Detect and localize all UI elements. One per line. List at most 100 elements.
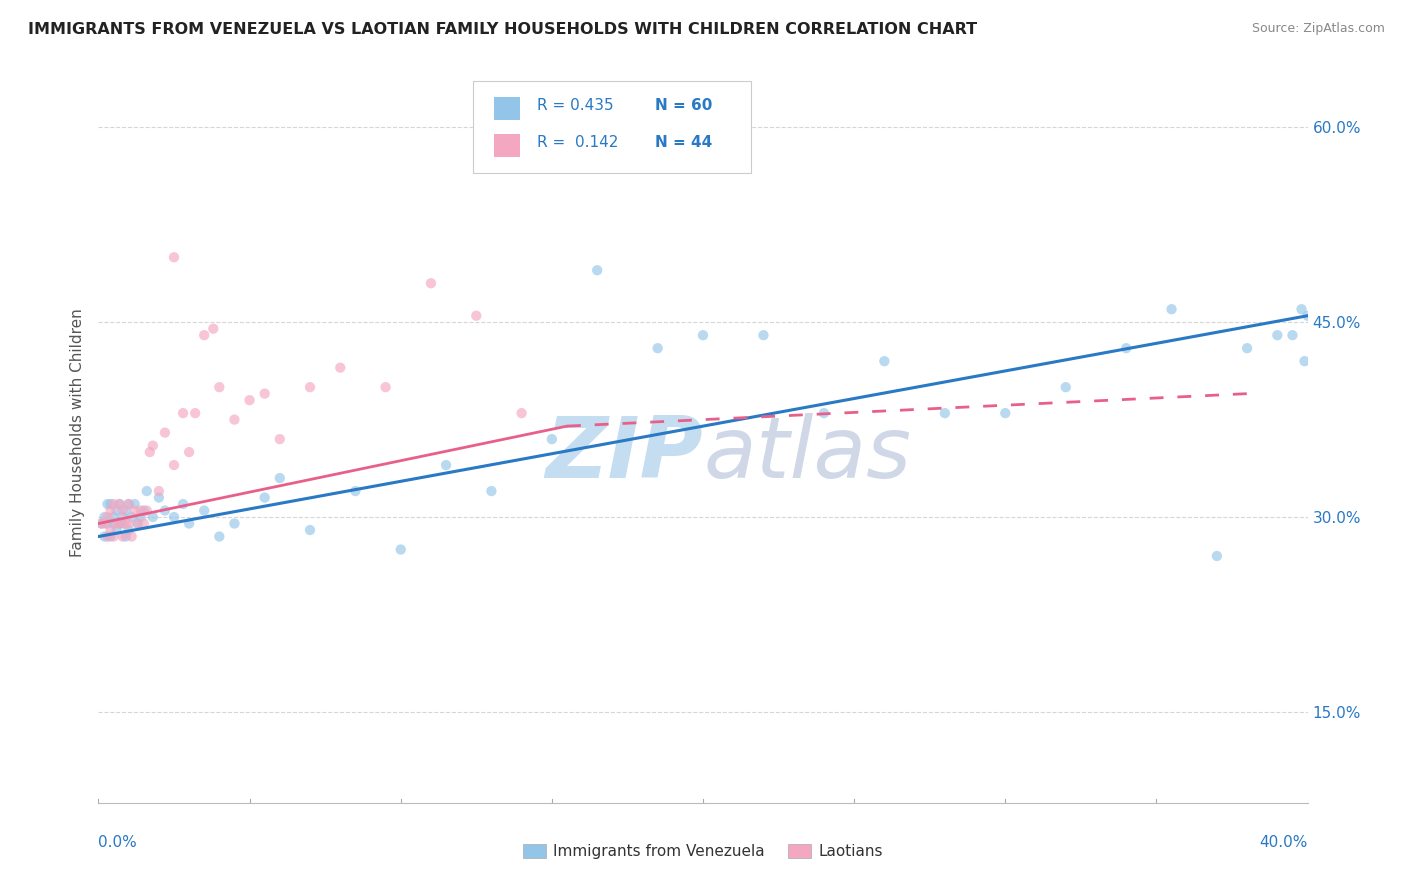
- Point: [111, 516, 134, 531]
- Point: [132, 503, 155, 517]
- Point: [100, 523, 122, 537]
- Point: [179, 516, 201, 531]
- Point: [873, 354, 896, 368]
- Point: [129, 503, 152, 517]
- Point: [163, 510, 186, 524]
- Point: [1054, 380, 1077, 394]
- Point: [90, 516, 112, 531]
- Text: N = 44: N = 44: [655, 135, 711, 150]
- Point: [692, 328, 714, 343]
- Point: [135, 484, 157, 499]
- Point: [139, 445, 162, 459]
- Point: [299, 380, 322, 394]
- Point: [114, 516, 136, 531]
- Point: [813, 406, 835, 420]
- Point: [179, 445, 201, 459]
- Point: [1296, 309, 1319, 323]
- Point: [124, 503, 146, 517]
- Point: [121, 529, 143, 543]
- Point: [253, 386, 276, 401]
- Text: ZIP: ZIP: [546, 413, 703, 496]
- Point: [127, 516, 149, 531]
- Point: [124, 497, 146, 511]
- Point: [100, 497, 122, 511]
- Point: [118, 497, 141, 511]
- Point: [129, 510, 152, 524]
- Point: [420, 277, 443, 291]
- Point: [184, 406, 207, 420]
- Point: [253, 491, 276, 505]
- Point: [142, 439, 165, 453]
- Point: [96, 510, 118, 524]
- Point: [111, 503, 134, 517]
- Point: [434, 458, 457, 472]
- Point: [153, 503, 176, 517]
- Point: [108, 497, 131, 511]
- Point: [111, 510, 134, 524]
- Point: [118, 523, 141, 537]
- Point: [103, 529, 125, 543]
- Point: [135, 503, 157, 517]
- Point: [114, 503, 136, 517]
- Text: atlas: atlas: [703, 413, 911, 496]
- Point: [465, 309, 488, 323]
- Point: [172, 406, 194, 420]
- Point: [132, 516, 155, 531]
- Point: [90, 516, 112, 531]
- Point: [344, 484, 367, 499]
- Point: [96, 497, 118, 511]
- FancyBboxPatch shape: [474, 81, 751, 173]
- Point: [329, 360, 352, 375]
- Legend: Immigrants from Venezuela, Laotians: Immigrants from Venezuela, Laotians: [517, 838, 889, 865]
- Point: [586, 263, 609, 277]
- Point: [193, 503, 215, 517]
- Point: [1160, 302, 1182, 317]
- Point: [208, 529, 231, 543]
- Point: [163, 458, 186, 472]
- Point: [100, 529, 122, 543]
- Point: [163, 250, 186, 264]
- Point: [1291, 302, 1313, 317]
- Point: [108, 516, 131, 531]
- Text: R = 0.435: R = 0.435: [537, 98, 614, 113]
- Text: Source: ZipAtlas.com: Source: ZipAtlas.com: [1251, 22, 1385, 36]
- Point: [103, 510, 125, 524]
- Point: [224, 516, 246, 531]
- Point: [105, 523, 128, 537]
- Point: [118, 497, 141, 511]
- Text: 40.0%: 40.0%: [1260, 835, 1308, 850]
- Point: [148, 484, 170, 499]
- Point: [299, 523, 322, 537]
- Point: [148, 491, 170, 505]
- Text: N = 60: N = 60: [655, 98, 711, 113]
- Point: [96, 516, 118, 531]
- Point: [118, 516, 141, 531]
- Point: [153, 425, 176, 440]
- Point: [540, 432, 562, 446]
- Y-axis label: Family Households with Children: Family Households with Children: [69, 309, 84, 557]
- Point: [269, 432, 291, 446]
- Point: [108, 516, 131, 531]
- Point: [239, 393, 262, 408]
- Point: [389, 542, 412, 557]
- FancyBboxPatch shape: [494, 135, 520, 157]
- Point: [111, 529, 134, 543]
- Point: [100, 503, 122, 517]
- Point: [1115, 341, 1137, 355]
- Point: [105, 503, 128, 517]
- Point: [93, 510, 115, 524]
- Point: [647, 341, 669, 355]
- Point: [1206, 549, 1229, 563]
- Point: [374, 380, 396, 394]
- Point: [1267, 328, 1289, 343]
- Point: [224, 412, 246, 426]
- Point: [934, 406, 956, 420]
- Text: IMMIGRANTS FROM VENEZUELA VS LAOTIAN FAMILY HOUSEHOLDS WITH CHILDREN CORRELATION: IMMIGRANTS FROM VENEZUELA VS LAOTIAN FAM…: [28, 22, 977, 37]
- Point: [208, 380, 231, 394]
- Point: [127, 516, 149, 531]
- Point: [269, 471, 291, 485]
- Point: [96, 529, 118, 543]
- Text: 0.0%: 0.0%: [98, 835, 138, 850]
- Point: [93, 529, 115, 543]
- Point: [142, 510, 165, 524]
